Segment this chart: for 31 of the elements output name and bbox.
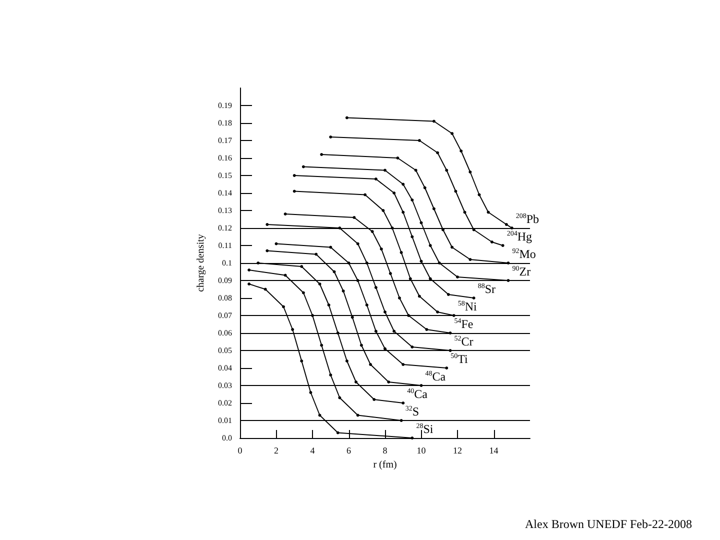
y-tick-label: 0.11 (218, 241, 232, 250)
y-axis-title: charge density (196, 234, 206, 292)
y-tick-label: 0.04 (218, 364, 232, 372)
y-tick-label: 0.14 (218, 188, 232, 198)
y-tick-label: 0.13 (218, 206, 232, 215)
x-tick-label: 6 (346, 446, 352, 456)
y-tick-label: 0.0 (222, 434, 232, 442)
x-axis-title: r (fm) (373, 459, 397, 470)
y-tick-label: 0.06 (218, 328, 232, 338)
x-tick-label: 12 (453, 446, 462, 456)
y-tick-label: 0.1 (222, 258, 232, 268)
y-tick-label: 0.08 (218, 294, 232, 302)
y-tick-label: 0.19 (218, 101, 232, 110)
y-tick-label: 0.02 (218, 398, 232, 408)
y-tick-label: 0.16 (218, 154, 232, 162)
x-tick-label: 4 (310, 446, 316, 456)
y-tick-label: 0.03 (218, 381, 232, 390)
y-tick-label: 0.07 (218, 311, 232, 320)
y-tick-label: 0.01 (218, 416, 232, 425)
text: Alex Brown UNEDF Feb-22-2008 (525, 517, 692, 531)
y-tick-label: 0.17 (218, 136, 232, 145)
y-tick-label: 0.18 (218, 118, 232, 128)
x-tick-label: 14 (489, 446, 499, 456)
x-tick-label: 10 (416, 446, 426, 456)
x-tick-label: 2 (274, 446, 278, 456)
y-tick-label: 0.05 (218, 346, 232, 355)
y-tick-label: 0.12 (218, 224, 232, 232)
x-tick-label: 0 (238, 446, 243, 456)
x-tick-label: 8 (382, 446, 388, 456)
y-tick-label: 0.15 (218, 171, 232, 180)
y-tick-label: 0.09 (218, 276, 232, 285)
